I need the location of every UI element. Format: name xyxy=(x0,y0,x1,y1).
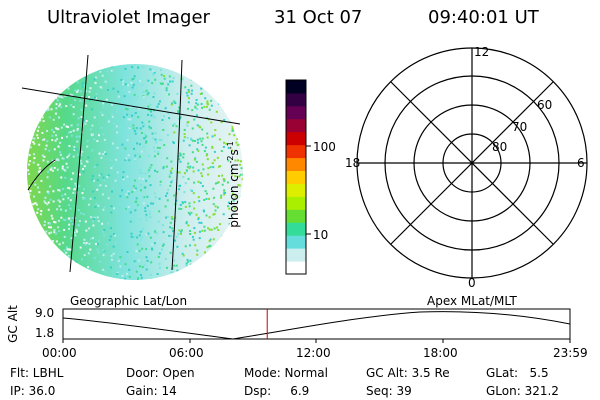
colorbar-tick-10: 10 xyxy=(313,228,329,242)
colorbar-swatch xyxy=(286,131,306,146)
gc-alt-axis-title: GC Alt xyxy=(5,305,20,343)
info-glon: GLon: 321.2 xyxy=(486,384,559,398)
colorbar-tick-100: 100 xyxy=(313,140,336,154)
mlt-label-6: 6 xyxy=(577,156,585,170)
colorbar-swatch xyxy=(286,196,306,210)
info-gc-alt: GC Alt: 3.5 Re xyxy=(366,366,450,380)
mlt-label-0: 0 xyxy=(468,276,476,290)
colorbar-swatch xyxy=(286,235,306,249)
color-bar xyxy=(286,80,306,275)
time-label: 09:40:01 UT xyxy=(428,7,539,28)
colorbar-swatch xyxy=(286,261,306,275)
time-tick-1800: 18:00 xyxy=(423,346,458,360)
lat-label-80: 80 xyxy=(492,140,508,154)
lat-label-70: 70 xyxy=(512,120,528,134)
lat-label-60: 60 xyxy=(537,98,553,112)
time-tick-1200: 12:00 xyxy=(296,346,331,360)
date-label: 31 Oct 07 xyxy=(274,7,363,28)
colorbar-swatch xyxy=(286,209,306,223)
colorbar-swatch xyxy=(286,92,306,107)
geographic-grid xyxy=(21,54,241,273)
gc-alt-min: 1.8 xyxy=(35,326,55,340)
info-ip: IP: 36.0 xyxy=(10,384,56,398)
mlt-label-18: 18 xyxy=(345,156,361,170)
info-gain: Gain: 14 xyxy=(126,384,177,398)
info-flt: Flt: LBHL xyxy=(10,366,64,380)
colorbar-swatch xyxy=(286,105,306,120)
colorbar-swatch xyxy=(286,118,306,133)
time-tick-0600: 06:00 xyxy=(169,346,204,360)
colorbar-label: photon cm-2s-1 xyxy=(225,141,241,228)
colorbar-swatch xyxy=(286,248,306,262)
colorbar-swatch xyxy=(286,222,306,236)
instrument-title: Ultraviolet Imager xyxy=(47,7,210,28)
time-tick-0000: 00:00 xyxy=(42,346,77,360)
info-seq: Seq: 39 xyxy=(366,384,412,398)
info-mode: Mode: Normal xyxy=(244,366,328,380)
info-glat: GLat: 5.5 xyxy=(486,366,549,380)
gc-alt-max: 9.0 xyxy=(35,306,55,320)
uv-image xyxy=(21,54,243,280)
colorbar-swatch xyxy=(286,157,306,172)
colorbar-swatch xyxy=(286,170,306,184)
apex-label: Apex MLat/MLT xyxy=(427,294,517,308)
timeline-plot xyxy=(62,308,571,343)
colorbar-swatch xyxy=(286,183,306,197)
mlt-label-12: 12 xyxy=(474,45,490,59)
colorbar-swatch xyxy=(286,144,306,159)
colorbar-swatch xyxy=(286,80,306,94)
geographic-label: Geographic Lat/Lon xyxy=(70,294,188,308)
info-dsp: Dsp: 6.9 xyxy=(244,384,310,398)
info-door: Door: Open xyxy=(126,366,195,380)
time-tick-2359: 23:59 xyxy=(553,346,588,360)
polar-plot xyxy=(356,47,588,279)
